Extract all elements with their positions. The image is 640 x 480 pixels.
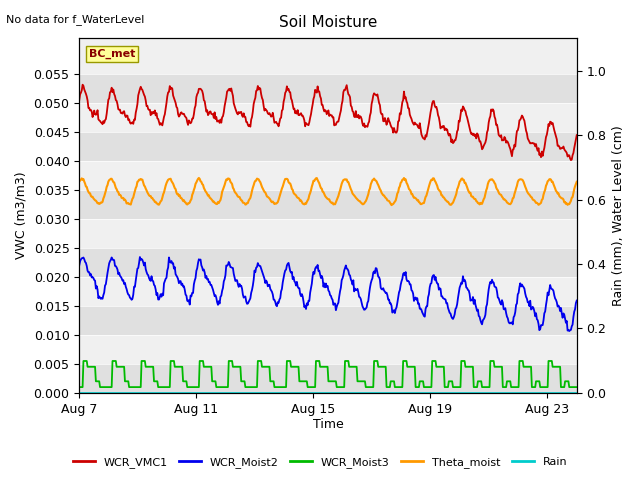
Bar — [79, 103, 577, 132]
X-axis label: Time: Time — [312, 419, 344, 432]
Bar — [79, 364, 577, 393]
Bar — [79, 277, 577, 306]
Bar — [79, 219, 577, 248]
Text: No data for f_WaterLevel: No data for f_WaterLevel — [6, 14, 145, 25]
Title: Soil Moisture: Soil Moisture — [279, 15, 377, 30]
Y-axis label: VWC (m3/m3): VWC (m3/m3) — [15, 172, 28, 260]
Bar — [79, 306, 577, 335]
Legend: WCR_VMC1, WCR_Moist2, WCR_Moist3, Theta_moist, Rain: WCR_VMC1, WCR_Moist2, WCR_Moist3, Theta_… — [68, 452, 572, 472]
Bar — [79, 74, 577, 103]
Y-axis label: Rain (mm), Water Level (cm): Rain (mm), Water Level (cm) — [612, 125, 625, 306]
Bar — [79, 190, 577, 219]
Bar — [79, 248, 577, 277]
Bar — [79, 335, 577, 364]
Text: BC_met: BC_met — [89, 49, 136, 60]
Bar — [79, 132, 577, 161]
Bar — [79, 161, 577, 190]
